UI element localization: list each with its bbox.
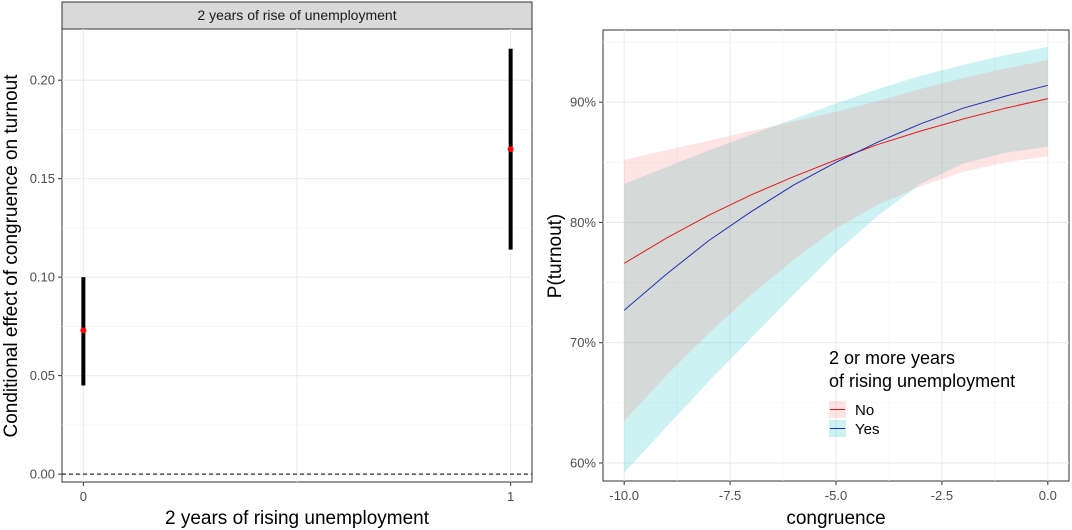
- right-y-tick-label: 80%: [570, 215, 596, 230]
- right-y-tick-label: 90%: [570, 95, 596, 110]
- left-gridlines: [62, 29, 532, 482]
- right-x-axis: -10.0 -7.5 -5.0 -2.5 0.0: [609, 481, 1057, 503]
- point-estimate-0: [80, 327, 87, 334]
- right-x-axis-title: congruence: [786, 508, 885, 529]
- right-gridlines: [603, 30, 1069, 481]
- legend-title-line1: 2 or more years: [829, 348, 955, 368]
- left-y-tick-label: 0.15: [30, 171, 55, 186]
- legend-items: No Yes: [829, 401, 879, 438]
- right-y-axis-title: P(turnout): [545, 214, 566, 298]
- prediction-line-no: [623, 98, 1048, 264]
- left-x-axis-title: 2 years of rising unemployment: [165, 508, 430, 529]
- right-lines: [623, 84, 1048, 311]
- point-estimate-1: [507, 146, 514, 153]
- facet-strip-label: 2 years of rise of unemployment: [197, 7, 396, 23]
- right-y-tick-label: 60%: [570, 455, 596, 470]
- legend-label-no: No: [855, 402, 874, 419]
- right-x-tick-label: 0.0: [1039, 488, 1057, 503]
- left-y-tick-label: 0.10: [30, 270, 55, 285]
- left-y-tick-label: 0.20: [30, 73, 55, 88]
- facet-strip: [61, 1, 533, 30]
- right-x-tick-label: -5.0: [825, 488, 847, 503]
- left-y-tick-label: 0.00: [30, 467, 55, 482]
- legend-label-yes: Yes: [855, 421, 879, 438]
- legend: 2 or more years of rising unemployment N…: [829, 348, 1015, 438]
- right-panel: 60% 70% 80% 90% -10.0 -7.5 -5.0 -2.5 0.0 congru…: [545, 29, 1070, 529]
- prediction-line-yes: [623, 84, 1048, 311]
- left-panel: 2 years of rise of unemployment 0.00 0.05…: [1, 1, 533, 529]
- confidence-ribbon-no: [624, 60, 1048, 421]
- legend-title-line2: of rising unemployment: [829, 371, 1015, 391]
- left-y-tick-label: 0.05: [30, 368, 55, 383]
- right-y-tick-label: 70%: [570, 335, 596, 350]
- left-y-axis: 0.00 0.05 0.10 0.15 0.20: [30, 73, 62, 482]
- left-marks: [62, 48, 532, 475]
- right-y-axis: 60% 70% 80% 90%: [570, 95, 603, 470]
- left-x-tick-label: 0: [80, 489, 87, 504]
- right-x-tick-label: -10.0: [609, 488, 639, 503]
- right-x-tick-label: -7.5: [719, 488, 741, 503]
- right-x-tick-label: -2.5: [931, 488, 953, 503]
- right-ribbons: [624, 46, 1048, 473]
- confidence-ribbon-yes: [624, 46, 1048, 473]
- left-y-axis-title: Conditional effect of congruence on turn…: [1, 74, 22, 438]
- left-x-tick-label: 1: [507, 489, 514, 504]
